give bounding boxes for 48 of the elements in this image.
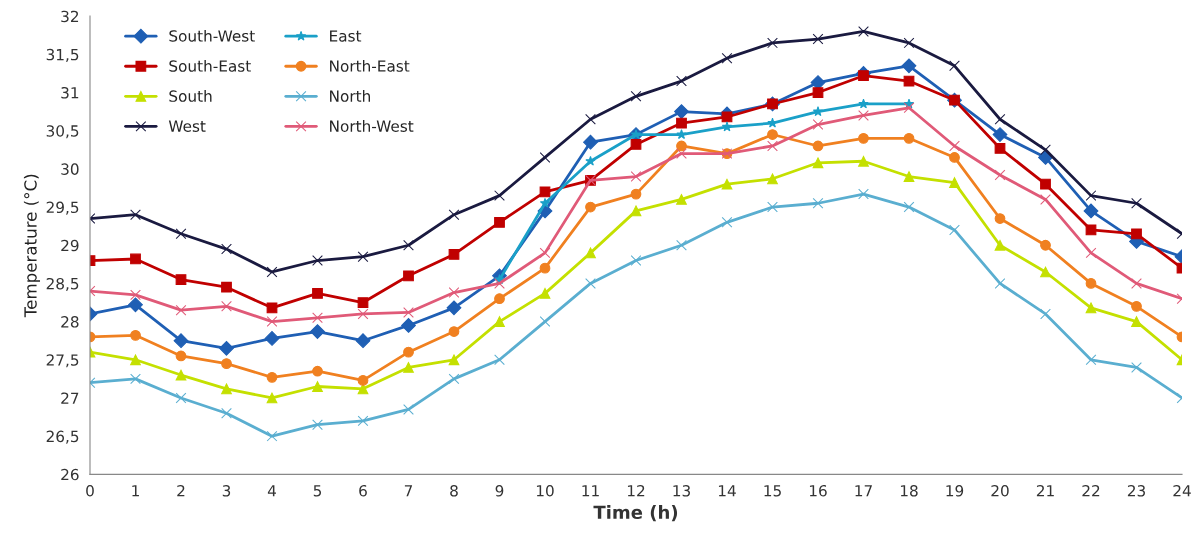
x-tick-label: 9 — [495, 485, 504, 497]
y-tick-label: 31,5 — [46, 48, 79, 62]
x-tick-label: 19 — [946, 485, 964, 497]
legend-label: North — [330, 90, 370, 102]
legend-label: North-East — [330, 59, 410, 72]
x-tick-label: 10 — [536, 485, 554, 497]
x-tick-label: 21 — [1036, 485, 1054, 497]
x-tick-label: 16 — [809, 485, 827, 497]
legend-label: East — [330, 30, 362, 42]
x-tick-label: 5 — [313, 485, 322, 497]
y-tick-label: 26,5 — [46, 430, 79, 444]
x-tick-label: 24 — [1173, 485, 1191, 497]
x-tick-label: 0 — [86, 485, 94, 497]
x-tick-label: 23 — [1127, 485, 1145, 497]
x-tick-label: 1 — [132, 485, 139, 497]
legend-label: South-West — [169, 29, 255, 42]
y-tick-label: 27 — [61, 392, 79, 404]
y-tick-label: 31 — [61, 86, 79, 99]
x-tick-label: 17 — [855, 485, 872, 497]
y-tick-label: 27,5 — [46, 354, 79, 368]
legend-label: South — [169, 90, 212, 102]
x-tick-label: 11 — [582, 485, 599, 497]
y-tick-label: 32 — [61, 10, 79, 23]
x-tick-label: 13 — [673, 485, 690, 497]
y-tick-label: 29 — [61, 239, 79, 252]
x-axis-title: Time (h) — [593, 505, 678, 522]
x-tick-label: 20 — [991, 485, 1009, 497]
legend-label: South-East — [169, 59, 251, 72]
x-tick-label: 3 — [222, 485, 231, 497]
x-tick-label: 8 — [450, 485, 458, 497]
y-tick-label: 30 — [61, 163, 79, 175]
y-axis-title: Temperature (°C) — [23, 174, 41, 318]
x-tick-label: 14 — [718, 485, 736, 497]
x-tick-label: 22 — [1082, 485, 1100, 497]
x-tick-label: 15 — [764, 485, 781, 497]
y-tick-label: 28 — [61, 316, 79, 328]
legend-label: North-West — [330, 120, 414, 132]
x-tick-label: 4 — [267, 485, 276, 497]
x-tick-label: 6 — [359, 485, 367, 497]
y-tick-label: 26 — [61, 468, 79, 481]
x-tick-label: 7 — [404, 485, 413, 497]
legend-label: West — [168, 120, 206, 132]
x-tick-label: 2 — [177, 485, 185, 497]
x-tick-label: 12 — [627, 485, 645, 497]
y-tick-label: 29,5 — [46, 201, 79, 215]
y-tick-label: 28,5 — [46, 277, 79, 291]
x-tick-label: 18 — [900, 485, 918, 497]
y-tick-label: 30,5 — [46, 125, 79, 139]
